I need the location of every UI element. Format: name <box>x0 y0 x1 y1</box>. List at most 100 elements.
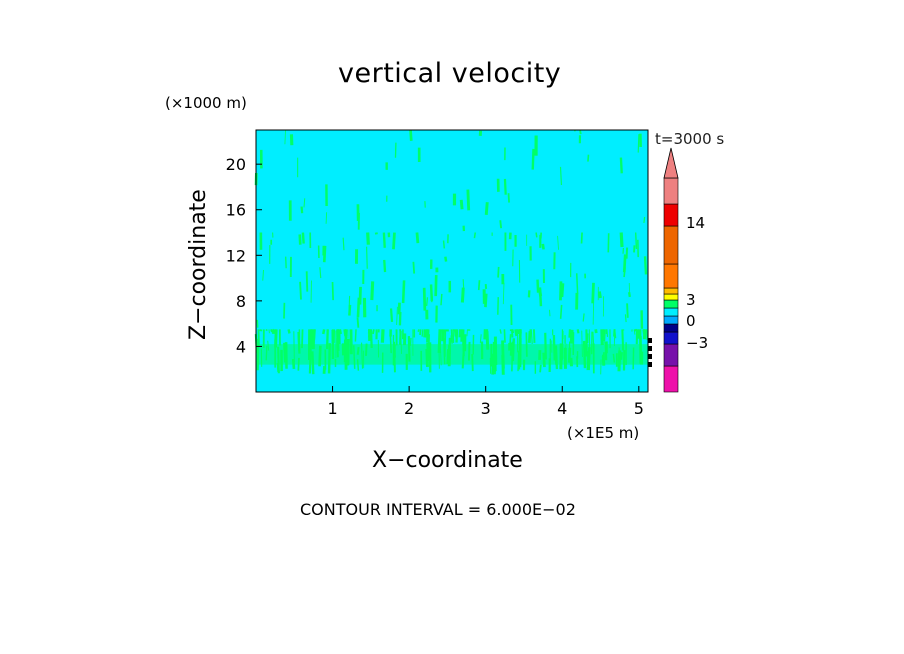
colorbar-tick-label: −3 <box>686 334 708 352</box>
perturbation-streak <box>396 306 398 326</box>
perturbation-streak <box>322 329 326 335</box>
perturbation-streak <box>633 328 637 332</box>
perturbation-streak <box>576 329 580 334</box>
perturbation-streak <box>499 220 503 229</box>
y-tick-label: 12 <box>226 246 246 265</box>
y-axis-unit: (×1000 m) <box>165 94 247 112</box>
x-tick-label: 4 <box>557 399 567 418</box>
perturbation-streak <box>510 329 514 338</box>
perturbation-streak <box>602 329 606 342</box>
perturbation-streak <box>503 178 507 195</box>
colorbar-segment <box>663 299 679 309</box>
perturbation-streak <box>372 329 375 335</box>
perturbation-streak <box>527 330 532 343</box>
perturbation-streak <box>338 329 342 335</box>
perturbation-streak <box>484 202 489 216</box>
perturbation-streak <box>635 328 639 332</box>
perturbation-streak <box>502 282 505 305</box>
perturbation-streak <box>559 304 563 319</box>
contour-interval-label: CONTOUR INTERVAL = 6.000E−02 <box>300 500 576 519</box>
perturbation-streak <box>270 329 273 333</box>
perturbation-streak <box>366 246 368 269</box>
x-tick-label: 3 <box>481 399 491 418</box>
perturbation-streak <box>643 256 648 275</box>
perturbation-streak <box>613 329 617 339</box>
perturbation-streak <box>325 212 328 224</box>
perturbation-streak <box>419 329 422 336</box>
perturbation-streak <box>453 329 456 337</box>
colorbar-segment <box>663 323 679 333</box>
perturbation-streak <box>319 267 322 279</box>
colorbar-overflow-arrow <box>663 147 679 179</box>
x-tick-label: 1 <box>327 399 337 418</box>
perturbation-streak <box>262 269 264 281</box>
perturbation-streak <box>301 232 305 244</box>
perturbation-streak <box>417 329 420 332</box>
perturbation-streak <box>383 259 387 273</box>
perturbation-streak <box>619 232 624 248</box>
perturbation-streak <box>265 328 268 332</box>
perturbation-streak <box>645 329 648 341</box>
perturbation-streak <box>637 134 640 153</box>
perturbation-streak <box>354 329 357 342</box>
perturbation-streak <box>514 329 519 337</box>
perturbation-streak <box>531 148 535 170</box>
colorbar-segment <box>663 315 679 325</box>
perturbation-streak <box>539 364 542 373</box>
low-level-band <box>256 344 648 365</box>
perturbation-streak <box>356 317 360 328</box>
x-axis-ticks: 1 2 3 4 5 <box>327 386 644 418</box>
colorbar-marker <box>648 354 652 359</box>
perturbation-streak <box>298 234 302 245</box>
perturbation-streak <box>582 313 585 322</box>
perturbation-streak <box>322 245 327 263</box>
perturbation-streak <box>592 331 595 346</box>
y-tick-label: 8 <box>236 292 246 311</box>
perturbation-streak <box>538 289 543 297</box>
perturbation-streak <box>625 247 629 259</box>
perturbation-streak <box>634 232 638 250</box>
colorbar-segment <box>663 225 679 265</box>
perturbation-streak <box>499 329 502 334</box>
y-tick-label: 4 <box>236 337 246 356</box>
perturbation-streak <box>473 232 477 239</box>
perturbation-streak <box>460 287 465 303</box>
perturbation-streak <box>343 329 348 337</box>
perturbation-streak <box>401 280 406 304</box>
colorbar-segment <box>663 287 679 295</box>
perturbation-streak <box>440 293 443 306</box>
perturbation-streak <box>557 235 559 250</box>
perturbation-streak <box>497 266 500 278</box>
colorbar-tick-label: 14 <box>686 214 705 232</box>
perturbation-streak <box>569 329 574 344</box>
perturbation-streak <box>462 279 465 294</box>
perturbation-streak <box>331 281 334 301</box>
perturbation-streak <box>604 329 606 344</box>
perturbation-streak <box>303 198 306 208</box>
x-tick-label: 5 <box>634 399 644 418</box>
perturbation-streak <box>421 329 424 337</box>
perturbation-streak <box>643 216 646 224</box>
perturbation-streak <box>484 293 488 308</box>
colorbar-segment <box>663 307 679 317</box>
perturbation-streak <box>356 297 361 318</box>
perturbation-streak <box>434 275 438 297</box>
y-tick-label: 20 <box>226 155 246 174</box>
perturbation-streak <box>399 329 401 334</box>
perturbation-streak <box>587 154 590 162</box>
colorbar-marker <box>648 338 652 343</box>
perturbation-streak <box>370 281 375 301</box>
perturbation-streak <box>444 256 448 262</box>
chart-title: vertical velocity <box>338 58 562 89</box>
perturbation-field <box>254 129 648 375</box>
perturbation-streak <box>342 237 345 251</box>
perturbation-streak <box>579 129 582 135</box>
perturbation-streak <box>597 291 602 299</box>
perturbation-streak <box>458 329 461 338</box>
perturbation-streak <box>392 232 396 250</box>
colorbar-segment <box>663 177 679 205</box>
perturbation-streak <box>477 280 481 291</box>
perturbation-streak <box>455 329 459 343</box>
perturbation-streak <box>642 329 646 335</box>
perturbation-streak <box>619 157 623 174</box>
